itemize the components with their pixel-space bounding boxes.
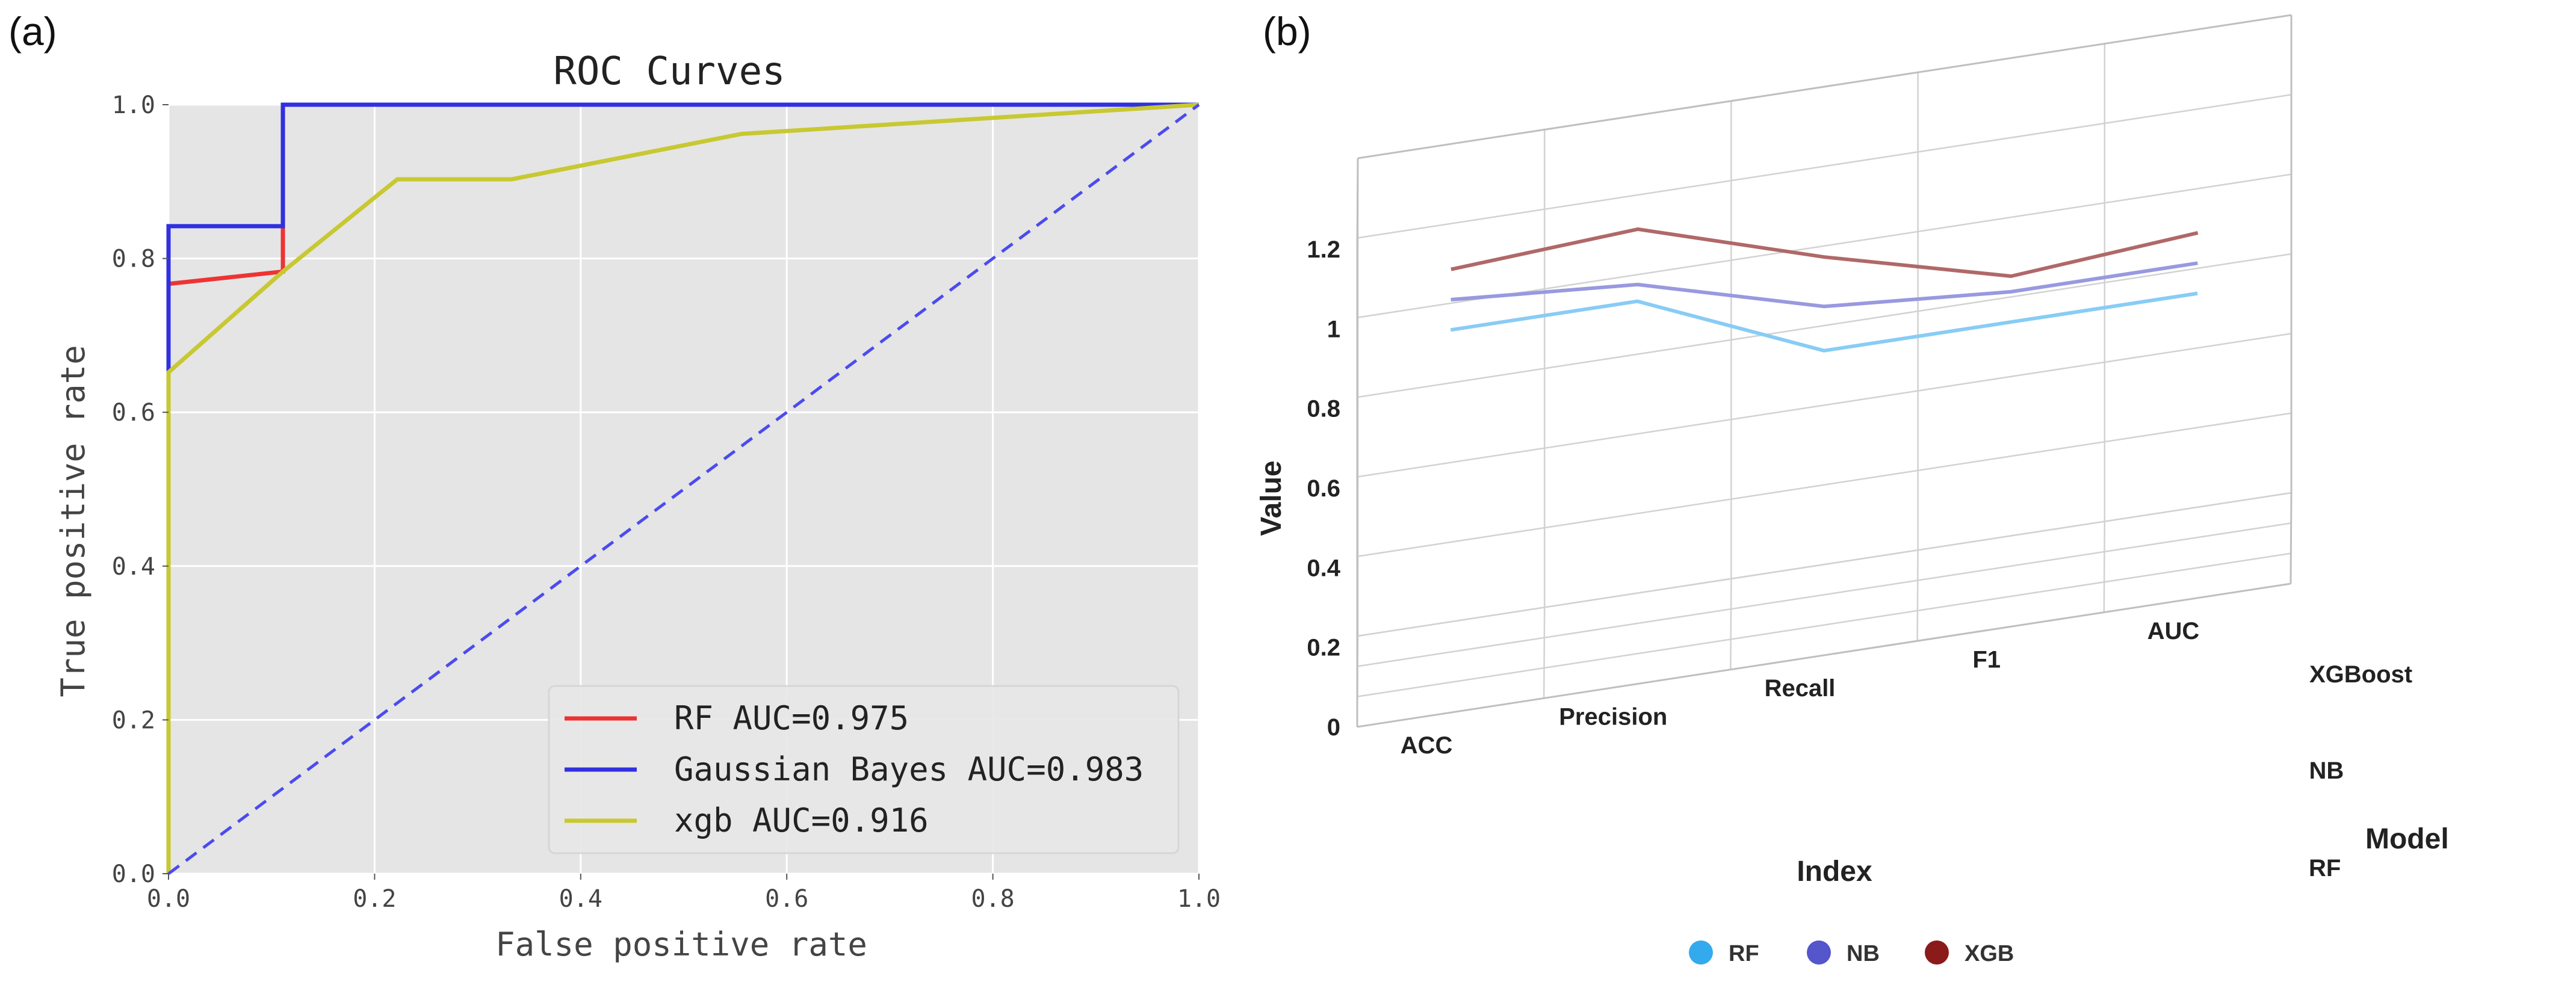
p3-z-tick-label: 0.2 [1307, 635, 1340, 661]
p3-legend-marker-rf [1689, 940, 1713, 965]
roc-y-tick-label: 0.6 [112, 399, 155, 427]
roc-series-line-2 [166, 102, 1200, 874]
index-model-3d-chart: 0 0.2 0.4 0.6 0.8 1 1.2 ACC Precision Recall F1 AUC… [1255, 14, 2449, 966]
roc-chance-diagonal [167, 103, 1200, 875]
roc-y-tick-label: 1.0 [112, 91, 155, 119]
p3-z-axis-label: Value [1255, 460, 1287, 536]
p3-legend-label: XGB [1965, 941, 2014, 966]
p3-y-tick-label: NB [2309, 758, 2344, 784]
p3-legend-label: RF [1729, 941, 1759, 966]
p3-series-line-nb [1451, 261, 2198, 309]
p3-x-tick-label: F1 [1972, 646, 2001, 673]
p3-z-tick-label: 0.6 [1307, 475, 1340, 502]
p3-series-line-rf [1450, 291, 2198, 353]
roc-x-tick-label: 1.0 [1177, 885, 1221, 913]
p3-x-tick-label: Precision [1559, 704, 1667, 730]
roc-x-tick-label: 0.8 [971, 885, 1014, 913]
p3-x-tick-label: ACC [1401, 732, 1453, 759]
roc-title: ROC Curves [553, 49, 785, 94]
p3-back-wall-gridline [1357, 333, 2292, 478]
roc-y-tick-label: 0.4 [112, 553, 155, 581]
roc-legend-box [548, 685, 1180, 854]
roc-x-tick-label: 0.4 [559, 885, 602, 913]
p3-frame-edge [1357, 582, 2291, 728]
p3-legend-marker-nb [1807, 940, 1831, 965]
p3-y-axis-label: Model [2365, 823, 2449, 855]
panel-a-label: (a) [8, 9, 57, 54]
p3-series-line-xgb [1451, 227, 2199, 278]
p3-x-tick-label: Recall [1765, 675, 1836, 702]
p3-x-axis-label: Index [1797, 856, 1872, 888]
roc-lines [166, 102, 1200, 875]
p3-legend-label: NB [1847, 941, 1880, 966]
p3-z-tick-label: 0 [1327, 714, 1340, 741]
p3-legend-marker-xgb [1925, 940, 1949, 965]
p3-floor-crossline [1357, 492, 2292, 637]
roc-y-tick-label: 0.0 [112, 860, 155, 888]
p3-walls [1357, 493, 2291, 727]
p3-back-wall-gridline [1357, 253, 2292, 398]
roc-x-tick-label: 0.2 [353, 885, 396, 913]
p3-z-tick-label: 1 [1327, 316, 1340, 342]
p3-frame-edge [1356, 158, 1359, 250]
p3-floor [1357, 493, 2291, 727]
roc-legend: RF AUC=0.975 Gaussian Bayes AUC=0.983 xgb … [548, 685, 1180, 854]
roc-y-tick-label: 0.2 [112, 706, 155, 734]
p3-z-tick-label: 1.2 [1307, 236, 1340, 263]
p3-back-wall-gridline [1357, 412, 2292, 557]
roc-y-tick-label: 0.8 [112, 245, 155, 273]
p3-y-tick-label: RF [2309, 855, 2341, 882]
p3-back-wall-gridline [1357, 94, 2292, 239]
p3-legend: RF NB XGB [1689, 940, 2014, 966]
roc-legend-label: RF AUC=0.975 [674, 699, 909, 737]
p3-floor-crossline [1357, 522, 2291, 667]
roc-legend-label: Gaussian Bayes AUC=0.983 [674, 750, 1144, 788]
roc-x-tick-label: 0.0 [147, 885, 190, 913]
roc-chart: 0.0 0.2 0.4 0.6 0.8 1.0 0.0 0.2 0.4 0.6 0.8 1.0 ROC… [54, 49, 1221, 963]
p3-x-tick-label: AUC [2147, 618, 2200, 644]
p3-floor-gridline [2103, 521, 2106, 613]
p3-floor-gridline [1730, 578, 1732, 670]
p3-y-tick-label: XGBoost [2309, 661, 2412, 688]
p3-floor-crossline [1357, 552, 2291, 697]
p3-ticks: 0 0.2 0.4 0.6 0.8 1 1.2 ACC Precision Recall F1 AUC… [1307, 236, 2412, 882]
p3-z-tick-label: 0.8 [1307, 396, 1340, 422]
roc-ticks: 0.0 0.2 0.4 0.6 0.8 1.0 0.0 0.2 0.4 0.6 0.8 1.0 [112, 91, 1221, 913]
panel-b-label: (b) [1263, 9, 1311, 54]
p3-z-tick-label: 0.4 [1307, 555, 1340, 581]
roc-x-tick-label: 0.6 [765, 885, 808, 913]
roc-x-axis-label: False positive rate [495, 925, 867, 963]
roc-y-axis-label: True positive rate [54, 345, 92, 697]
roc-legend-label: xgb AUC=0.916 [674, 801, 929, 839]
p3-lines [1450, 227, 2199, 353]
p3-frame-edge [1357, 14, 2292, 159]
